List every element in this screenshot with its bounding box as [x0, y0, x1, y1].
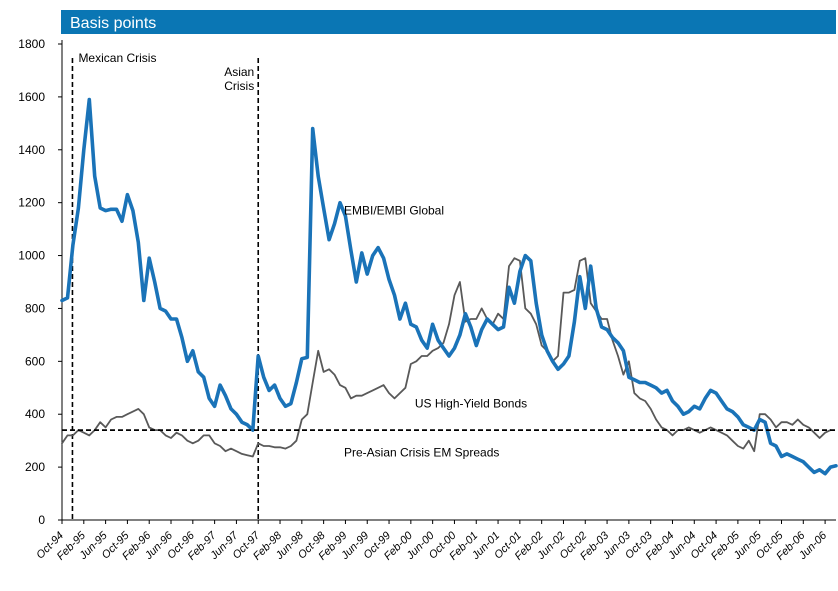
- annotations: EMBI/EMBI Global US High-Yield Bonds Pre-A…: [344, 204, 527, 460]
- y-tick-label: 1600: [18, 90, 45, 104]
- y-axis: 0 200 400 600 800 1000 1200 1400 1600 1800: [18, 37, 63, 527]
- y-tick-label: 200: [25, 460, 45, 474]
- annotation-label: Pre-Asian Crisis EM Spreads: [344, 446, 499, 460]
- title-bar: [61, 10, 836, 34]
- y-tick-label: 1000: [18, 249, 45, 263]
- event-label: Asian: [224, 65, 254, 79]
- series-line-embi: [60, 97, 838, 476]
- series-line-us-high-yield: [61, 257, 832, 458]
- y-tick-label: 600: [25, 354, 45, 368]
- event-label: Mexican Crisis: [78, 51, 156, 65]
- x-axis: Oct-94Feb-95Jun-95Oct-95Feb-96Jun-96Oct-…: [34, 519, 836, 563]
- annotation-label: EMBI/EMBI Global: [344, 204, 444, 218]
- annotation-label: US High-Yield Bonds: [415, 397, 527, 411]
- y-tick-label: 400: [25, 407, 45, 421]
- y-tick-label: 1400: [18, 143, 45, 157]
- event-label: Crisis: [224, 79, 254, 93]
- y-tick-label: 1800: [18, 37, 45, 51]
- y-tick-label: 0: [38, 513, 45, 527]
- y-tick-label: 1200: [18, 196, 45, 210]
- series-lines: [60, 97, 838, 476]
- chart-title: Basis points: [70, 15, 156, 32]
- y-tick-label: 800: [25, 301, 45, 315]
